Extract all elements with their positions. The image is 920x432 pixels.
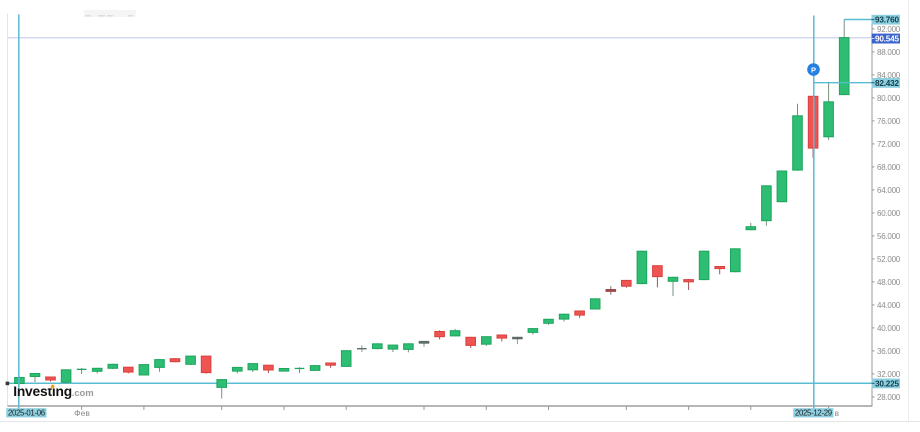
svg-text:76.000: 76.000 [877,117,901,126]
svg-text:90.545: 90.545 [875,35,899,44]
svg-text:Фев: Фев [74,408,90,418]
svg-text:80.000: 80.000 [877,94,901,103]
svg-text:P: P [811,65,816,74]
svg-text:88.000: 88.000 [877,48,901,57]
svg-text:84.000: 84.000 [877,71,901,80]
svg-text:28.000: 28.000 [877,393,901,402]
svg-text:72.000: 72.000 [877,140,901,149]
svg-text:в: в [835,408,840,418]
svg-text:82.432: 82.432 [875,79,899,88]
svg-text:2025-01-06: 2025-01-06 [8,409,45,418]
svg-text:64.000: 64.000 [877,186,901,195]
svg-text:56.000: 56.000 [877,232,901,241]
svg-text:52.000: 52.000 [877,255,901,264]
svg-text:48.000: 48.000 [877,278,901,287]
svg-text:2025-12-29: 2025-12-29 [795,409,832,418]
svg-text:60.000: 60.000 [877,209,901,218]
svg-text:93.760: 93.760 [875,16,899,25]
svg-text:36.000: 36.000 [877,347,901,356]
svg-text:68.000: 68.000 [877,163,901,172]
svg-text:40.000: 40.000 [877,324,901,333]
svg-text:Investing: Investing [13,384,72,399]
svg-text:30.225: 30.225 [875,379,899,388]
svg-text:.com: .com [72,388,94,399]
svg-text:32.000: 32.000 [877,370,901,379]
svg-text:44.000: 44.000 [877,301,901,310]
svg-text:92.000: 92.000 [877,25,901,34]
